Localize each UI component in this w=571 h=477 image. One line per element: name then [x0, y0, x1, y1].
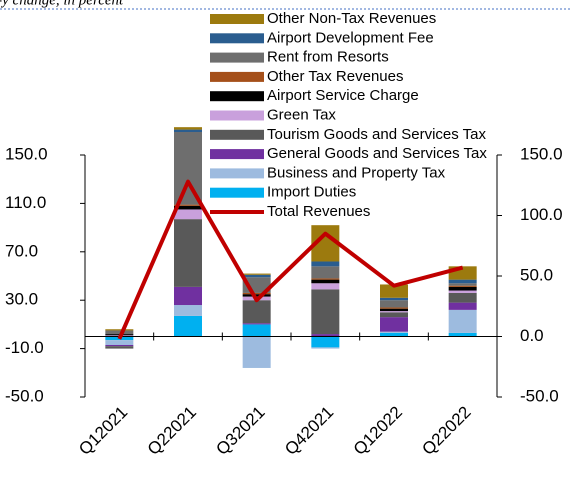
legend-label: Airport Development Fee [267, 29, 434, 46]
bar-segment [380, 331, 408, 333]
legend-label: Total Revenues [267, 203, 370, 220]
bar-segment [311, 279, 340, 284]
bar-segment [448, 283, 477, 286]
y-tick-label: -50.0 [5, 386, 44, 405]
x-tick-label: Q22021 [144, 403, 200, 459]
bar-segment [105, 346, 134, 349]
legend-label: Rent from Resorts [267, 49, 389, 66]
bar-segment [174, 209, 202, 220]
legend-swatch [210, 187, 264, 198]
legend-swatch [210, 168, 264, 179]
bar-segment [174, 204, 202, 206]
bar-segment [311, 289, 340, 335]
y2-tick-label: 100.0 [520, 205, 563, 224]
y2-tick-label: -50.0 [520, 386, 559, 405]
bar-segment [448, 292, 477, 303]
legend-label: Other Non-Tax Revenues [267, 10, 436, 27]
bar-segment [242, 324, 271, 337]
bar-segment [448, 279, 477, 284]
legend-label: Airport Service Charge [267, 87, 419, 104]
subtitle: y-o-y change, in percent [0, 0, 124, 8]
bar-segment [448, 302, 477, 310]
bar-segment [174, 127, 202, 130]
legend-swatch [210, 52, 264, 63]
bar-segment [448, 290, 477, 293]
bar-segment [174, 219, 202, 287]
x-tick-label: Q12022 [350, 403, 406, 459]
bar-segment [448, 332, 477, 337]
bar-segment [311, 278, 340, 280]
legend-swatch [210, 91, 264, 102]
bar-segment [242, 274, 271, 278]
bar-segment [448, 309, 477, 333]
legend-swatch [210, 110, 264, 121]
bar-segment [380, 317, 408, 332]
x-tick-label: Q42021 [281, 403, 337, 459]
bar-segment [242, 292, 271, 295]
y-tick-label: -10.0 [5, 338, 44, 357]
bar-segment [311, 261, 340, 267]
y2-tick-label: 0.0 [520, 326, 544, 345]
bar-segment [448, 285, 477, 287]
bar-segment [311, 347, 340, 349]
legend-swatch [210, 129, 264, 140]
legend-swatch [210, 33, 264, 44]
bar-segment [380, 332, 408, 337]
bar-segment [105, 330, 134, 335]
y2-tick-label: 50.0 [520, 265, 553, 284]
bar-segment [311, 283, 340, 290]
bar-segment [380, 300, 408, 308]
bar-segment [380, 308, 408, 312]
legend-label: Business and Property Tax [267, 164, 446, 181]
x-tick-label: Q32021 [212, 403, 268, 459]
bar-segment [311, 266, 340, 279]
bar-segment [242, 323, 271, 325]
bar-segment [380, 312, 408, 318]
y-tick-label: 110.0 [5, 193, 46, 212]
bar-segment [242, 294, 271, 297]
bar-segment [380, 284, 408, 298]
bar-segment [174, 129, 202, 133]
bar-segment [242, 273, 271, 275]
y2-tick-label: 150.0 [520, 144, 563, 163]
bar-segment [105, 340, 134, 345]
legend-label: Other Tax Revenues [267, 68, 403, 85]
bar-segment [174, 132, 202, 205]
bar-segment [380, 311, 408, 313]
legend-swatch [210, 14, 264, 24]
y-tick-label: 150.0 [5, 144, 48, 163]
line-series [117, 179, 464, 340]
bar-segment [448, 286, 477, 291]
legend-label: Green Tax [267, 106, 336, 123]
x-tick-label: Q12021 [75, 403, 131, 459]
bar-segment [380, 297, 408, 301]
bar-segment [311, 336, 340, 348]
bar-segment [242, 300, 271, 324]
bar-segment [105, 329, 134, 331]
bar-segment [242, 336, 271, 368]
y-tick-label: 70.0 [5, 241, 38, 260]
legend-label: General Goods and Services Tax [267, 145, 487, 162]
y-tick-label: 30.0 [5, 290, 38, 309]
bar-segment [105, 344, 134, 347]
legend-swatch [210, 71, 264, 82]
bar-segment [174, 205, 202, 210]
legend-swatch [210, 149, 264, 160]
bar-segment [380, 307, 408, 309]
bar-segment [174, 286, 202, 306]
legend-label: Tourism Goods and Services Tax [267, 126, 486, 143]
legend-label: Import Duties [267, 184, 356, 201]
bar-segment [174, 305, 202, 316]
bar-segment [174, 315, 202, 337]
x-tick-label: Q22022 [418, 403, 474, 459]
bar-segment [311, 334, 340, 337]
